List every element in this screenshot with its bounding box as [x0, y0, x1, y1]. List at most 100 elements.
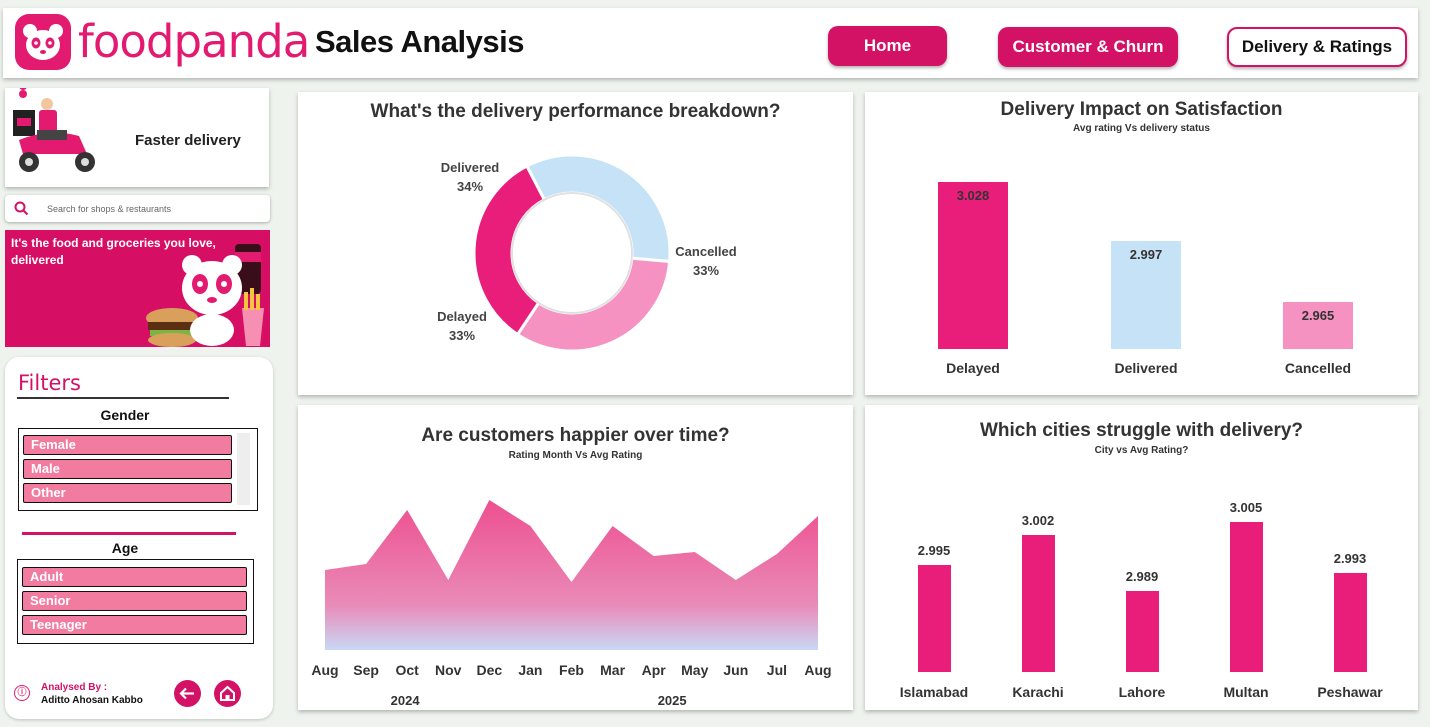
promo-text: Faster delivery — [135, 132, 241, 149]
chart-title: What's the delivery performance breakdow… — [370, 101, 781, 122]
x-tick-label: Jul — [767, 662, 787, 678]
bar-lahore — [1125, 590, 1159, 672]
area-chart: Aug Sep Oct Nov Dec Jan Feb Mar Apr May Jun Jul Aug 2… — [311, 500, 832, 708]
x-tick-label: Lahore — [1118, 684, 1166, 700]
analyst-icon: ⓘ — [14, 685, 30, 701]
home-icon — [220, 685, 235, 701]
slice-percent-label: 34% — [457, 179, 483, 194]
gender-female-option[interactable]: Female — [23, 435, 232, 455]
panda-mascot-icon — [146, 244, 264, 347]
age-title: Age — [111, 540, 139, 556]
bar-value-label: 3.028 — [956, 188, 990, 204]
back-button[interactable] — [174, 680, 201, 707]
page-title: Sales Analysis — [315, 24, 525, 59]
age-slicer: Adult Senior Teenager — [17, 559, 254, 644]
gender-scrollbar[interactable] — [237, 433, 250, 505]
donut-chart: Delivered 34% Cancelled 33% Delayed 33% — [437, 153, 737, 353]
donut-slice-delayed[interactable] — [472, 164, 547, 337]
x-tick-label: Multan — [1223, 684, 1269, 700]
x-tick-label: Sep — [353, 662, 379, 678]
x-tick-label: Apr — [642, 662, 667, 678]
bar-value-label: 2.997 — [1129, 247, 1163, 262]
delivery-breakdown-panel: What's the delivery performance breakdow… — [298, 92, 853, 395]
bar-value-label: 2.965 — [1301, 307, 1335, 323]
slice-percent-label: 33% — [693, 263, 719, 278]
x-tick-label: May — [681, 662, 708, 678]
bar-value-label: 2.995 — [917, 542, 951, 558]
x-tick-label: Delivered — [1114, 360, 1178, 376]
bar-value-label: 3.002 — [1021, 512, 1055, 528]
x-tick-label: Cancelled — [1284, 360, 1352, 376]
scooter-rider-icon — [13, 88, 95, 172]
bar-value-label: 2.989 — [1125, 568, 1159, 584]
area-series[interactable] — [325, 500, 818, 650]
x-tick-label: Feb — [559, 662, 584, 678]
year-label: 2024 — [391, 693, 421, 708]
ratings-over-time-panel: Are customers happier over time? Rating … — [298, 405, 853, 710]
delivery-impact-panel: Delivery Impact on Satisfaction Avg rati… — [865, 92, 1418, 395]
bar-cancelled — [1283, 301, 1353, 349]
bar-peshawar — [1333, 573, 1367, 672]
x-tick-label: Jun — [723, 662, 748, 678]
home-nav-button[interactable] — [214, 680, 241, 707]
home-button[interactable]: Home — [828, 26, 947, 66]
chart-subtitle: Avg rating Vs delivery status — [1073, 123, 1210, 134]
filters-title: Filters — [18, 371, 81, 395]
donut-slice-cancelled[interactable] — [515, 256, 672, 353]
bar-delayed — [938, 182, 1008, 349]
city-delivery-panel: Which cities struggle with delivery? Cit… — [865, 405, 1418, 710]
age-senior-option[interactable]: Senior — [22, 591, 247, 611]
search-bar[interactable]: Search for shops & restaurants — [5, 195, 270, 222]
search-input[interactable]: Search for shops & restaurants — [47, 204, 172, 214]
analyst-name: Aditto Ahosan Kabbo — [41, 695, 143, 706]
chart-subtitle: Rating Month Vs Avg Rating — [508, 450, 643, 461]
chart-title: Are customers happier over time? — [421, 425, 730, 446]
x-tick-label: Islamabad — [899, 684, 969, 700]
x-tick-label: Delayed — [946, 360, 1000, 376]
bar-islamabad — [917, 564, 951, 672]
gender-slicer: Female Male Other — [18, 428, 258, 511]
slice-label: Delayed — [437, 309, 487, 324]
x-tick-label: Peshawar — [1317, 684, 1383, 700]
search-icon — [14, 201, 29, 216]
top-bar: foodpanda Sales Analysis Home Customer &… — [3, 8, 1418, 78]
x-tick-label: Karachi — [1012, 684, 1064, 700]
x-tick-label: Aug — [311, 662, 338, 678]
panda-logo-icon — [15, 14, 71, 70]
x-tick-label: Aug — [804, 662, 831, 678]
chart-title: Delivery Impact on Satisfaction — [1000, 99, 1283, 120]
arrow-left-icon — [179, 687, 194, 700]
filters-divider — [17, 397, 229, 399]
age-divider — [22, 532, 236, 535]
customer-churn-button[interactable]: Customer & Churn — [998, 27, 1178, 67]
x-tick-label: Dec — [476, 662, 502, 678]
filters-panel: Filters Gender Female Male Other Age Adu… — [5, 357, 273, 719]
analysed-by-label: Analysed By : — [41, 682, 108, 693]
gender-male-option[interactable]: Male — [23, 459, 232, 479]
slice-label: Cancelled — [675, 244, 736, 259]
x-tick-label: Jan — [518, 662, 542, 678]
delivery-ratings-button[interactable]: Delivery & Ratings — [1227, 27, 1407, 67]
gender-other-option[interactable]: Other — [23, 483, 232, 503]
brand-name: foodpanda — [78, 15, 310, 68]
bar-value-label: 2.993 — [1333, 551, 1367, 567]
age-adult-option[interactable]: Adult — [22, 567, 247, 587]
slice-percent-label: 33% — [449, 328, 475, 343]
slice-label: Delivered — [441, 160, 500, 175]
bar-value-label: 3.005 — [1229, 499, 1263, 515]
promo-banner: It's the food and groceries you love, de… — [5, 230, 270, 347]
year-label: 2025 — [658, 693, 687, 708]
donut-inner-ring — [511, 192, 633, 314]
bar-delivered — [1111, 241, 1181, 349]
banner-text: It's the food and groceries you love, de… — [11, 236, 216, 267]
gender-title: Gender — [100, 407, 150, 423]
x-tick-label: Nov — [435, 662, 462, 678]
age-teenager-option[interactable]: Teenager — [22, 615, 247, 635]
chart-subtitle: City vs Avg Rating? — [1094, 445, 1189, 456]
x-tick-label: Mar — [600, 662, 625, 678]
bar-karachi — [1021, 534, 1055, 672]
promo-card: Faster delivery — [5, 88, 269, 187]
donut-slice-delivered[interactable] — [524, 153, 672, 264]
bar-multan — [1229, 521, 1263, 672]
